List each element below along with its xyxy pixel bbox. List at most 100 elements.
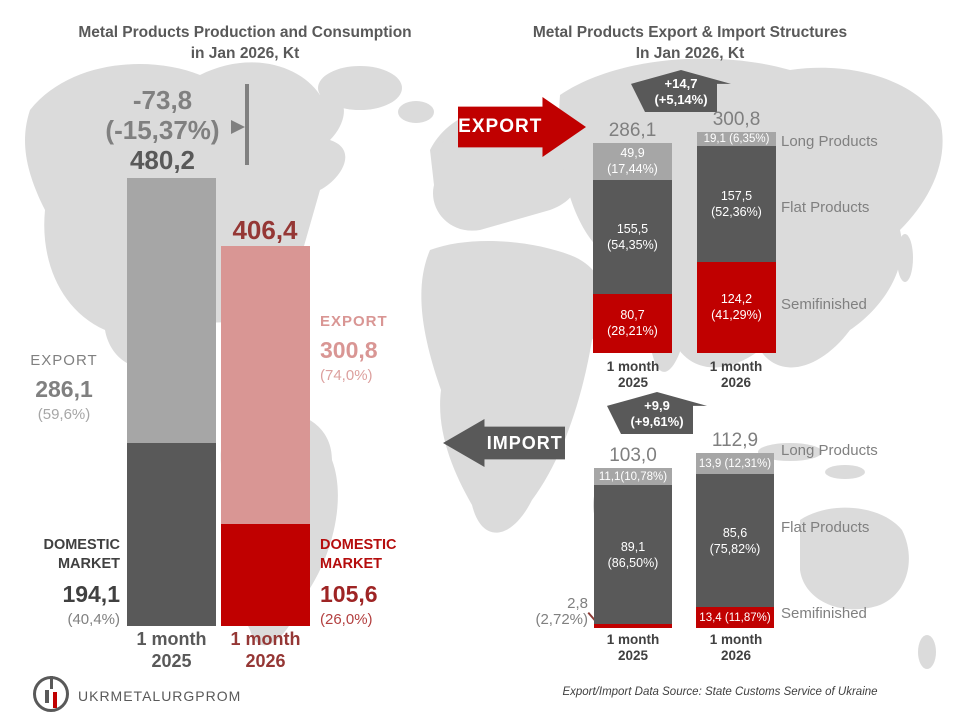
right-chart-title-line2: In Jan 2026, Kt	[635, 45, 745, 62]
import-change-value: +9,9	[644, 398, 670, 413]
bar-segment-semifinished: 124,2 (41,29%)	[697, 261, 776, 353]
left-chart-title-line1: Metal Products Production and Consumptio…	[78, 24, 412, 41]
export-x-label-2026: 1 month 2026	[691, 359, 781, 391]
bar-segment-flat-products: 155,5 (54,35%)	[593, 179, 672, 294]
import-semifinished-2025-outside-label: 2,8 (2,72%)	[518, 596, 588, 628]
left-x-label-2026: 1 month 2026	[221, 628, 310, 672]
data-source-note: Export/Import Data Source: State Customs…	[562, 686, 878, 698]
bar-segment-label: 80,7 (28,21%)	[607, 308, 658, 339]
x-label-line1: 1 month	[230, 629, 301, 649]
domestic-2025-value: 194,1	[62, 581, 120, 607]
domestic-2025-name-line1: DOMESTIC	[43, 537, 120, 553]
logo-stem	[50, 676, 53, 689]
export-legend-flat-products: Flat Products	[781, 199, 870, 216]
bar-segment-domestic-market	[221, 524, 310, 622]
x-label-line2: 2026	[245, 651, 286, 671]
bar-segment-label: 49,9 (17,44%)	[607, 146, 658, 177]
bar-segment-flat-products: 89,1 (86,50%)	[594, 485, 672, 624]
import-legend-long-products: Long Products	[781, 442, 878, 459]
stacked-bar-1-month-2026: 13,9 (12,31%) 85,6 (75,82%) 13,4 (11,87%)	[696, 452, 774, 628]
logo-gray-bar	[45, 690, 49, 703]
change-indicator-arrowhead-icon	[231, 120, 245, 134]
stacked-bar-1-month-2025: 11,1(10,78%) 89,1 (86,50%)	[594, 468, 672, 628]
stacked-bar-1-month-2025: 49,9 (17,44%) 155,5 (54,35%) 80,7 (28,21%)	[593, 143, 672, 353]
outside-label-percent: (2,72%)	[535, 611, 588, 628]
export-change-percent: (+5,14%)	[654, 91, 708, 107]
total-2025-label: 480,2	[129, 145, 196, 175]
bar-segment-export	[127, 177, 216, 443]
domestic-2026-name-line1: DOMESTIC	[320, 537, 397, 553]
domestic-2025-name-line2: MARKET	[57, 556, 120, 572]
bar-total-label: 286,1	[608, 120, 657, 142]
bar-segment-label: 124,2 (41,29%)	[711, 292, 762, 323]
bar-segment-flat-products: 85,6 (75,82%)	[696, 474, 774, 608]
import-arrow-label: IMPORT	[486, 433, 563, 453]
import-change-percent: (+9,61%)	[630, 413, 684, 429]
right-chart-title: Metal Products Export & Import Structure…	[495, 22, 885, 64]
bar-segment-long-products: 49,9 (17,44%)	[593, 143, 672, 180]
bar-segment-domestic-market	[127, 442, 216, 622]
x-label-line2: 2025	[617, 375, 649, 390]
x-label-line2: 2026	[720, 648, 752, 663]
import-x-label-2025: 1 month 2025	[588, 632, 678, 664]
domestic-2025-label-group: DOMESTIC MARKET 194,1 (40,4%)	[8, 536, 120, 628]
x-label-line1: 1 month	[136, 629, 207, 649]
export-2025-name: EXPORT	[30, 352, 98, 369]
stacked-bar-1-month-2026	[221, 246, 310, 622]
export-2026-name: EXPORT	[320, 313, 388, 330]
bar-segment-semifinished	[594, 623, 672, 628]
bar-segment-label: 155,5 (54,35%)	[607, 221, 658, 252]
change-value: -73,8	[132, 85, 193, 115]
import-legend-flat-products: Flat Products	[781, 519, 870, 536]
bar-segment-long-products: 11,1(10,78%)	[594, 468, 672, 486]
stacked-bar-1-month-2026: 19,1 (6,35%) 157,5 (52,36%) 124,2 (41,29%)	[697, 132, 776, 353]
x-label-line2: 2025	[151, 651, 192, 671]
bar-segment-label: 19,1 (6,35%)	[703, 133, 770, 146]
stacked-bar-1-month-2025	[127, 177, 216, 622]
import-x-label-2026: 1 month 2026	[691, 632, 781, 664]
export-change-value: +14,7	[664, 76, 698, 91]
change-annotation: -73,8 (-15,37%) 480,2	[55, 85, 270, 175]
logo-red-bar	[53, 692, 57, 708]
bar-baseline	[221, 622, 310, 626]
export-legend-semifinished: Semifinished	[781, 296, 867, 313]
bar-segment-flat-products: 157,5 (52,36%)	[697, 146, 776, 262]
left-chart-title: Metal Products Production and Consumptio…	[20, 22, 470, 64]
export-2025-label-group: EXPORT 286,1 (59,6%)	[8, 352, 120, 423]
bar-total-label: 300,8	[712, 109, 761, 131]
export-x-label-2025: 1 month 2025	[588, 359, 678, 391]
export-2026-value: 300,8	[320, 337, 378, 363]
bar-segment-label: 11,1(10,78%)	[598, 470, 668, 483]
total-2026-label: 406,4	[232, 215, 298, 245]
bar-segment-export	[221, 246, 310, 525]
bar-total-label: 112,9	[711, 429, 759, 451]
x-label-line2: 2025	[617, 648, 649, 663]
domestic-2025-percent: (40,4%)	[67, 611, 120, 628]
left-chart-title-line2: in Jan 2026, Kt	[190, 45, 300, 62]
right-chart-title-line1: Metal Products Export & Import Structure…	[532, 24, 848, 41]
bar-segment-label: 157,5 (52,36%)	[711, 189, 762, 220]
change-indicator-line	[245, 84, 249, 165]
ukrmetalurgprom-logo-icon	[33, 676, 69, 712]
outside-label-value: 2,8	[567, 595, 588, 612]
export-legend-long-products: Long Products	[781, 133, 878, 150]
export-arrow-label: EXPORT	[458, 116, 543, 137]
x-label-line1: 1 month	[709, 632, 763, 647]
export-2026-label-group: EXPORT 300,8 (74,0%)	[320, 313, 432, 384]
domestic-2026-percent: (26,0%)	[320, 611, 373, 628]
export-2025-percent: (59,6%)	[37, 406, 91, 423]
x-label-line1: 1 month	[606, 632, 660, 647]
export-2026-percent: (74,0%)	[320, 367, 373, 384]
x-label-line2: 2026	[720, 375, 752, 390]
bar-segment-label: 13,9 (12,31%)	[698, 457, 772, 470]
bar-segment-label: 89,1 (86,50%)	[607, 539, 659, 570]
bar-segment-semifinished: 13,4 (11,87%)	[696, 607, 774, 628]
bar-segment-long-products: 19,1 (6,35%)	[697, 132, 776, 147]
domestic-2026-label-group: DOMESTIC MARKET 105,6 (26,0%)	[320, 536, 450, 628]
domestic-2026-value: 105,6	[320, 581, 378, 607]
left-x-label-2025: 1 month 2025	[127, 628, 216, 672]
